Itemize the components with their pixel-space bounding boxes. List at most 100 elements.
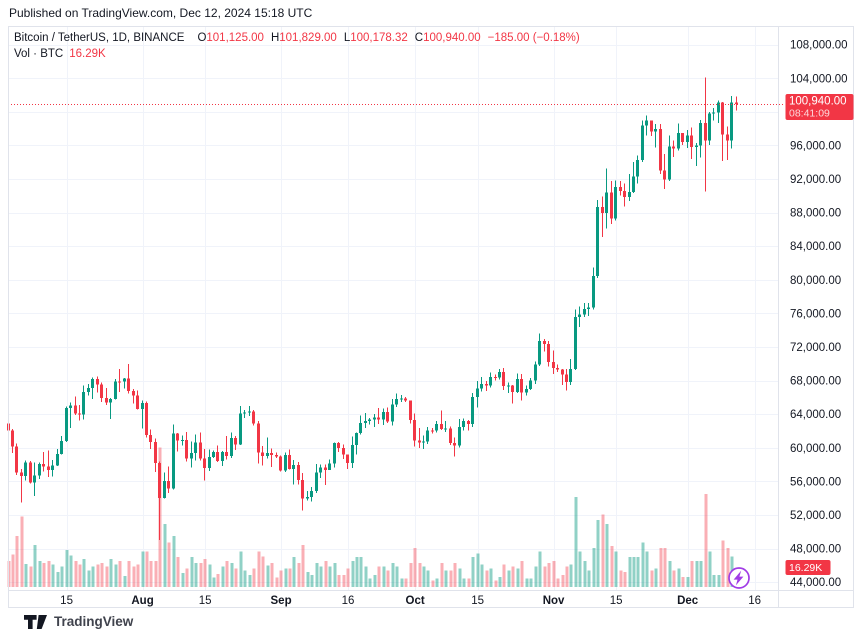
volume-label-value: 16.29K <box>789 562 822 574</box>
volume-bar <box>704 494 708 587</box>
volume-bar <box>404 578 408 587</box>
volume-study-label: Vol · BTC <box>14 48 64 60</box>
volume-bar <box>525 578 529 587</box>
volume-bar <box>699 560 703 587</box>
candle-body <box>654 129 657 132</box>
volume-bar <box>328 566 332 587</box>
candle-body <box>467 420 470 424</box>
volume-bar <box>592 547 596 587</box>
volume-bar <box>556 578 560 587</box>
candle-body <box>386 411 389 422</box>
chart-legend: Bitcoin / TetherUS, 1D, BINANCE O101,125.… <box>14 30 580 62</box>
volume-bar <box>409 562 413 587</box>
volume-bar <box>511 566 515 587</box>
volume-bar <box>712 574 716 587</box>
volume-bar <box>118 560 122 587</box>
lightning-button[interactable] <box>728 567 750 589</box>
price-tick-label: 76,000.00 <box>790 308 841 320</box>
candle-body <box>359 423 362 433</box>
candle-body <box>511 385 514 392</box>
candle-body <box>498 371 501 378</box>
candle-body <box>266 453 269 456</box>
volume-bar <box>154 560 158 587</box>
candle-body <box>100 384 103 398</box>
candle-body <box>181 439 184 441</box>
time-scale[interactable]: 15 Aug 15 Sep 16 Oct 15 Nov 15 Dec 16 <box>60 595 761 607</box>
volume-bar <box>123 575 127 587</box>
volume-bar <box>654 568 658 587</box>
volume-bar <box>257 551 261 587</box>
change-value: −185.00 (−0.18%) <box>487 32 580 44</box>
volume-bar <box>29 566 33 587</box>
volume-bar <box>565 566 569 587</box>
volume-bar <box>127 560 131 587</box>
volume-bar <box>114 564 118 587</box>
candle-body <box>547 344 550 362</box>
candle-body <box>167 481 170 489</box>
volume-study-value: 16.29K <box>69 48 106 60</box>
volume-bar <box>15 535 19 587</box>
candle-body <box>243 412 246 414</box>
volume-bar <box>578 551 582 587</box>
volume-bar <box>47 560 51 587</box>
candle-body <box>520 379 523 393</box>
volume-bar <box>342 574 346 587</box>
candle-body <box>355 432 358 446</box>
chart-frame <box>8 26 854 608</box>
volume-bar <box>677 568 681 587</box>
volume-bar <box>663 547 667 587</box>
volume-bar <box>78 564 82 587</box>
candle-body <box>699 122 702 146</box>
price-tick-label: 52,000.00 <box>790 510 841 522</box>
candle-body <box>569 369 572 383</box>
candle-body <box>494 377 497 379</box>
volume-bar <box>194 562 198 587</box>
price-label-countdown: 08:41:09 <box>789 107 830 119</box>
volume-bar <box>377 566 381 587</box>
volume-bar <box>56 572 60 587</box>
candle-body <box>726 134 729 141</box>
candle-body <box>132 390 135 396</box>
volume-bar <box>462 578 466 587</box>
footer: TradingView <box>24 614 133 629</box>
volume-bar <box>163 523 167 587</box>
candle-body <box>587 307 590 310</box>
candle-body <box>596 206 599 277</box>
volume-bar <box>641 542 645 587</box>
volume-bar <box>248 574 252 587</box>
candle-body <box>47 466 50 471</box>
volume-bar <box>42 562 46 587</box>
price-tick-label: 48,000.00 <box>790 544 841 556</box>
volume-bar <box>422 566 426 587</box>
candle-body <box>623 191 626 198</box>
volume-bar <box>440 562 444 587</box>
candle-body <box>400 398 403 400</box>
volume-bar <box>239 551 243 587</box>
candle-body <box>11 430 14 447</box>
candle-body <box>426 430 429 442</box>
volume-bar <box>261 556 265 587</box>
volume-bar <box>364 566 368 587</box>
volume-bar <box>587 570 591 587</box>
candle-body <box>141 402 144 409</box>
volume-bar <box>619 570 623 587</box>
time-tick-label: Aug <box>131 595 153 607</box>
candle-body <box>659 129 662 171</box>
candle-body <box>288 455 291 469</box>
price-tick-label: 104,000.00 <box>790 73 848 85</box>
price-scale[interactable]: 108,000.00 104,000.00 96,000.00 92,000.00 88… <box>790 40 848 589</box>
volume-bar <box>24 563 28 587</box>
volume-bar <box>69 555 73 587</box>
candle-body <box>489 377 492 386</box>
volume-bar <box>686 576 690 587</box>
candle-body <box>123 378 126 382</box>
volume-bar <box>243 570 247 587</box>
candle-body <box>543 340 546 345</box>
volume-bar <box>520 560 524 587</box>
volume-bar <box>391 562 395 587</box>
candle-body <box>194 442 197 454</box>
candle-body <box>444 428 447 430</box>
volume-bar <box>149 560 153 587</box>
volume-label-badge: 16.29K <box>785 560 831 575</box>
